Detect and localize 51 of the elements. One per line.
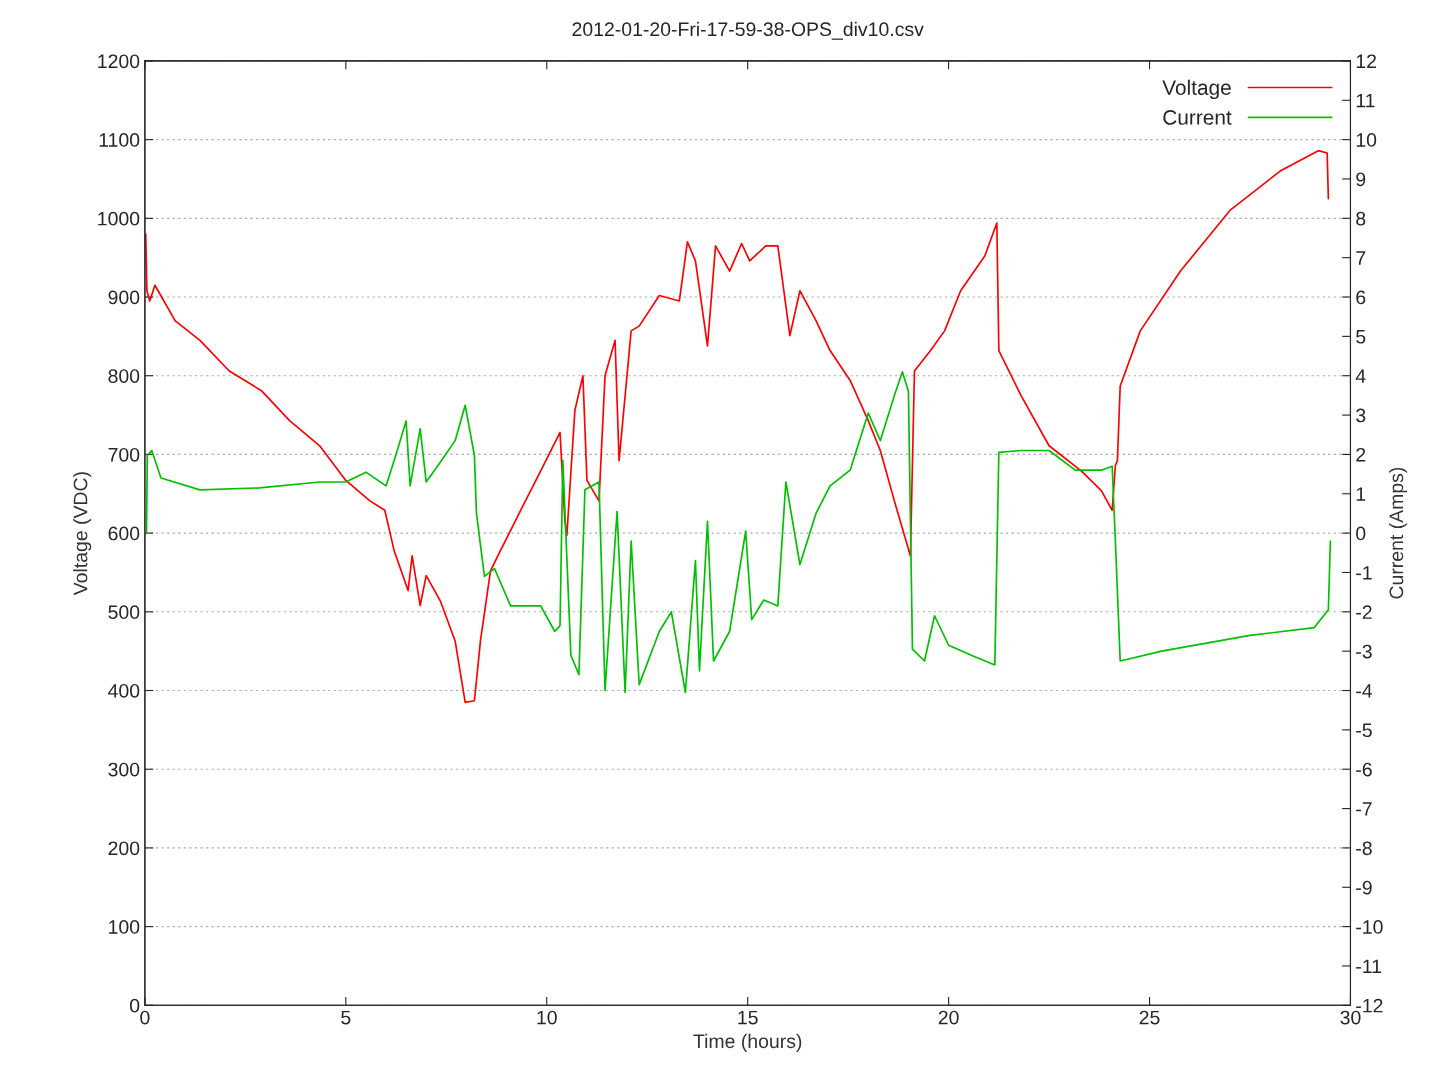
y-tick-label: 0 — [129, 998, 140, 1013]
y-tick-label: 800 — [108, 369, 140, 383]
y-tick-label: 1000 — [98, 211, 140, 226]
y2-tick-label: 10 — [1356, 133, 1377, 147]
y2-tick-label: -3 — [1356, 644, 1372, 659]
y2-tick-label: 4 — [1355, 369, 1366, 383]
y-tick-label: 900 — [108, 290, 140, 305]
y-tick-label: 500 — [108, 605, 140, 620]
y2-tick-label: -9 — [1356, 880, 1372, 895]
y2-tick-label: 11 — [1356, 93, 1375, 108]
y2-tick-label: 3 — [1356, 408, 1366, 423]
y-tick-label: 1200 — [98, 54, 140, 69]
y2-tick-label: 8 — [1356, 211, 1366, 226]
y2-tick-label: 6 — [1356, 290, 1366, 305]
x-tick-label: 20 — [938, 1010, 959, 1025]
chart-title: 2012-01-20-Fri-17-59-38-OPS_div10.csv — [572, 21, 924, 40]
legend-label: Current — [1163, 110, 1232, 125]
y-tick-label: 300 — [108, 762, 140, 777]
legend-label: Voltage — [1162, 79, 1231, 100]
y-tick-label: 200 — [108, 841, 140, 856]
y2-tick-label: 1 — [1356, 487, 1366, 501]
y2-tick-label: 2 — [1356, 447, 1366, 462]
x-tick-label: 0 — [140, 1010, 150, 1025]
line-series — [144, 149, 1330, 704]
x-tick-label: 10 — [537, 1010, 557, 1025]
y-tick-label: 1100 — [99, 133, 140, 147]
y2-tick-label: -10 — [1356, 920, 1383, 934]
y2-tick-label: -2 — [1356, 605, 1372, 619]
y2-tick-label: -8 — [1356, 841, 1372, 856]
x-tick-label: 15 — [738, 1010, 758, 1025]
y2-tick-label: -6 — [1356, 762, 1372, 777]
y2-tick-label: -4 — [1356, 684, 1373, 698]
y2-tick-label: 7 — [1356, 251, 1366, 265]
y2-tick-label: 12 — [1356, 54, 1376, 68]
y2-tick-label: 0 — [1356, 526, 1366, 541]
line-series — [145, 370, 1332, 694]
x-tick-label: 5 — [341, 1010, 351, 1025]
x-axis-title: Time (hours) — [693, 1033, 802, 1052]
x-tick-label: 25 — [1139, 1010, 1160, 1025]
y-tick-label: 400 — [108, 683, 140, 698]
y2-tick-label: -1 — [1356, 566, 1372, 580]
y-axis-title: Voltage (VDC) — [73, 472, 92, 596]
y2-tick-label: -7 — [1356, 802, 1372, 816]
y-tick-label: 700 — [108, 447, 140, 462]
y2-tick-label: 9 — [1356, 172, 1366, 187]
y2-tick-label: 5 — [1356, 330, 1366, 344]
y2-axis-title: Current (Amps) — [1388, 467, 1408, 599]
y2-tick-label: -5 — [1356, 723, 1372, 738]
y-tick-label: 100 — [109, 920, 140, 934]
y2-tick-label: -11 — [1356, 959, 1382, 974]
y-tick-label: 600 — [108, 526, 140, 541]
